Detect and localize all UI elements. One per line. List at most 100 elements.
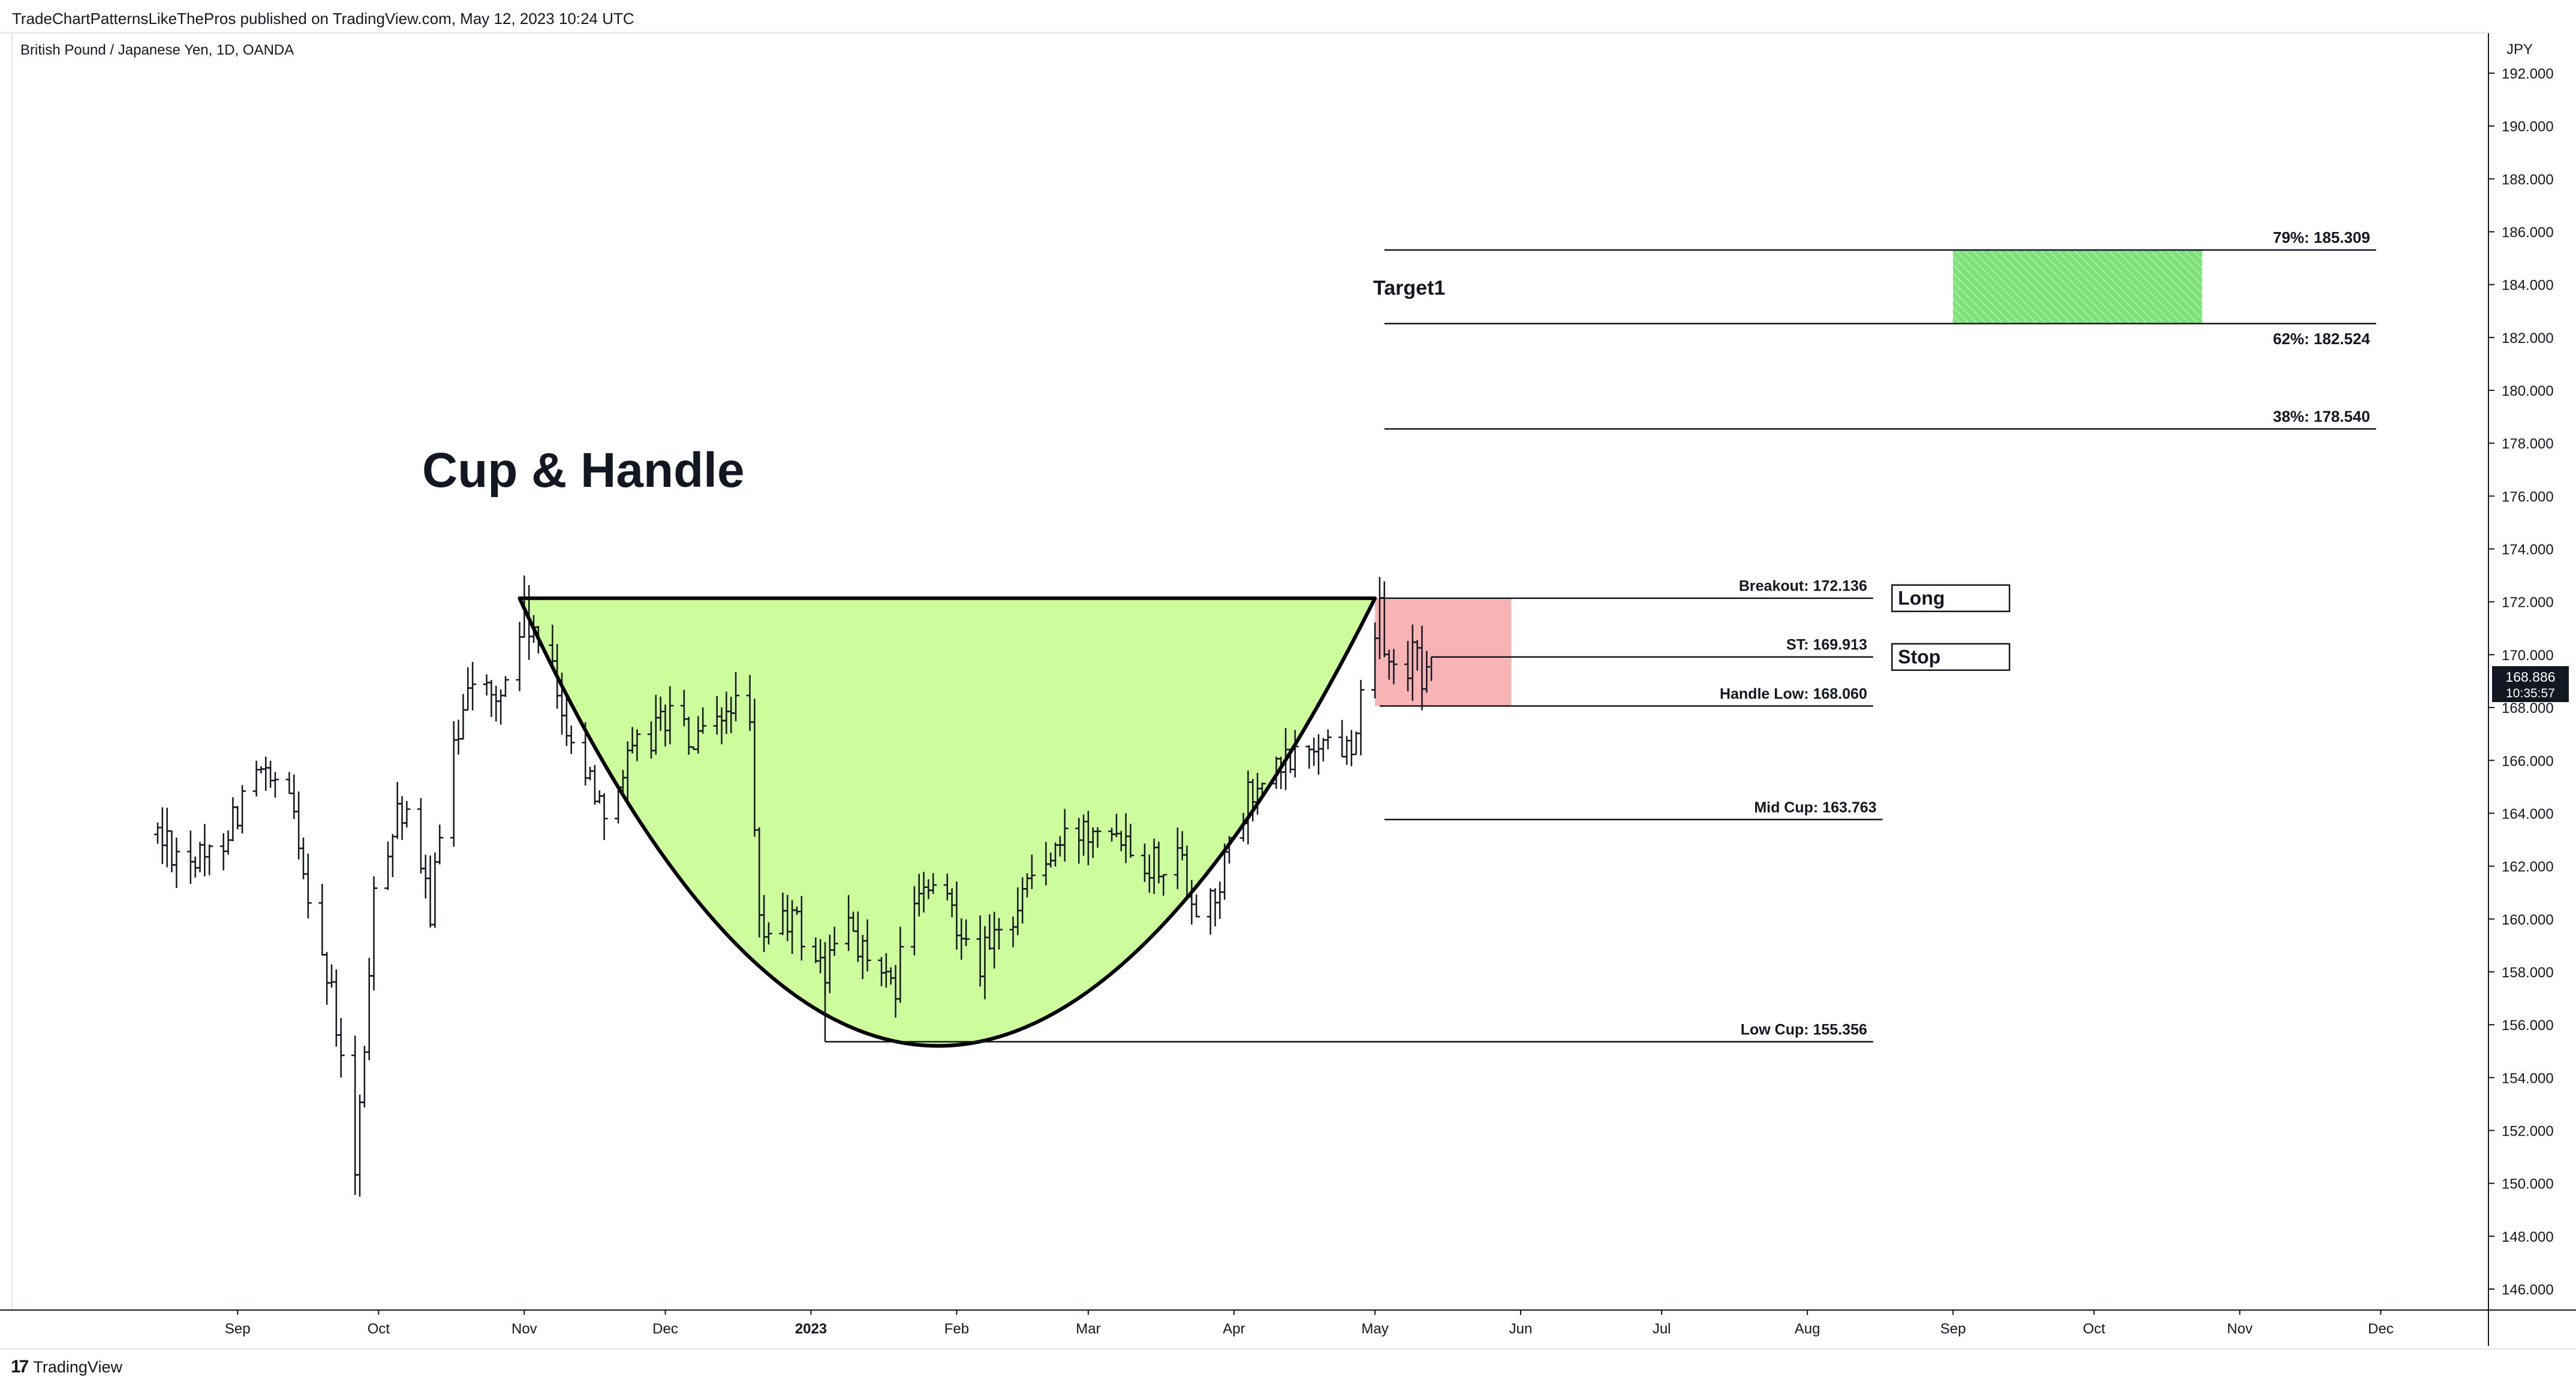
ohlc-bar (285, 772, 293, 794)
ohlc-bar (224, 830, 232, 855)
ohlc-bar (1314, 734, 1322, 775)
ohlc-bar (299, 837, 307, 880)
ohlc-bar (896, 926, 904, 1003)
y-tick-label: 156.000 (2502, 1017, 2554, 1034)
position-tag-label: Long (1898, 588, 1945, 609)
ohlc-bar (257, 766, 265, 774)
ohlc-bar (469, 661, 477, 710)
ohlc-bar (158, 807, 166, 865)
ohlc-bar (765, 922, 772, 945)
level-label: 79%: 185.309 (2273, 228, 2370, 246)
position-tag-label: Stop (1898, 646, 1940, 668)
ohlc-bar (403, 801, 411, 828)
ohlc-bar (516, 622, 523, 691)
ohlc-bar (431, 852, 439, 928)
y-tick-label: 184.000 (2502, 278, 2554, 294)
ohlc-bar (798, 896, 805, 961)
ohlc-bar (863, 919, 871, 972)
x-tick-label: Oct (368, 1321, 390, 1337)
ohlc-bar (1390, 649, 1398, 685)
ohlc-bar (206, 844, 213, 875)
level-label: Handle Low: 168.060 (1720, 685, 1867, 702)
y-tick-label: 180.000 (2502, 383, 2554, 399)
publish-info: TradeChartPatternsLikeThePros published … (12, 10, 634, 28)
ohlc-bar (417, 798, 425, 874)
ohlc-bar (1338, 719, 1346, 758)
ohlc-bar (591, 764, 598, 805)
ohlc-bar (1319, 737, 1327, 761)
ohlc-bar (1094, 827, 1102, 848)
ohlc-bar (252, 760, 260, 797)
ohlc-bar (1423, 651, 1431, 693)
ohlc-bar (995, 918, 1003, 950)
x-tick-label: Oct (2083, 1321, 2106, 1337)
y-tick-label: 146.000 (2502, 1282, 2554, 1298)
ohlc-bar (487, 680, 495, 717)
ohlc-bar (422, 854, 429, 899)
ohlc-bar (1160, 874, 1167, 896)
x-tick-label: Jun (1509, 1321, 1533, 1337)
y-tick-label: 154.000 (2502, 1070, 2554, 1086)
ohlc-bar (1324, 729, 1332, 749)
x-tick-label: Nov (2227, 1321, 2253, 1337)
ohlc-bar (337, 1017, 345, 1078)
ohlc-bar (370, 876, 378, 990)
stop-zone (1375, 598, 1512, 706)
target-zone (1953, 249, 2202, 324)
chart-title: Cup & Handle (422, 443, 745, 498)
y-tick-label: 160.000 (2502, 912, 2554, 928)
ohlc-bar (239, 785, 246, 834)
y-tick-label: 162.000 (2502, 859, 2554, 875)
level-label: 62%: 182.524 (2273, 330, 2370, 348)
tradingview-logo[interactable]: 17 TradingView (11, 1356, 122, 1378)
position-tag-long: Long (1891, 584, 2011, 612)
ohlc-bar (666, 686, 674, 745)
ohlc-bar (173, 838, 180, 889)
ohlc-bar (304, 853, 312, 919)
x-tick-label: May (1361, 1321, 1388, 1337)
levels-layer: Breakout: 172.136 ST: 169.913 Handle Low: … (519, 228, 2376, 1043)
y-tick-label: 172.000 (2502, 595, 2554, 611)
ohlc-bar (962, 919, 970, 947)
ohlc-bar (267, 760, 275, 788)
x-tick-label: Nov (511, 1321, 537, 1337)
ohlc-bar (154, 822, 161, 844)
countdown-value: 10:35:57 (2506, 687, 2555, 700)
x-tick-label: Sep (225, 1321, 251, 1337)
ohlc-bar (595, 790, 603, 804)
ohlc-bar (600, 793, 608, 841)
ohlc-bar (351, 1035, 359, 1195)
ohlc-bar (586, 767, 594, 781)
cup-curve (517, 597, 1377, 1048)
y-tick-label: 190.000 (2502, 119, 2554, 135)
ohlc-bar (229, 797, 237, 842)
y-tick-label: 174.000 (2502, 542, 2554, 558)
ohlc-bar (483, 674, 490, 696)
ohlc-bar (1061, 809, 1069, 862)
ohlc-bar (201, 824, 209, 877)
level-label: Low Cup: 155.356 (1741, 1022, 1867, 1038)
ohlc-bar (1352, 731, 1360, 755)
ohlc-bar (492, 685, 500, 722)
y-tick-label: 186.000 (2502, 225, 2554, 241)
ohlc-bar (567, 725, 575, 754)
x-tick-label: Dec (2368, 1321, 2394, 1337)
axes-layer: JPY 146.000 148.000 150.000 152.000 154.000 15… (0, 32, 2576, 1350)
ohlc-bar (633, 729, 641, 761)
ohlc-bar (1206, 888, 1214, 935)
x-tick-label: Aug (1795, 1321, 1820, 1337)
ohlc-bar (389, 834, 396, 877)
ohlc-bar (168, 830, 176, 872)
ohlc-bar (1028, 854, 1036, 889)
x-tick-label: Mar (1076, 1321, 1100, 1337)
ohlc-bar (365, 958, 373, 1061)
tradingview-logo-icon: 17 (11, 1357, 29, 1377)
ohlc-bar (398, 796, 406, 840)
ohlc-bar (502, 676, 509, 697)
ohlc-bar (830, 926, 838, 956)
x-tick-label: Sep (1940, 1321, 1966, 1337)
y-tick-label: 152.000 (2502, 1123, 2554, 1139)
symbol-title[interactable]: British Pound / Japanese Yen, 1D, OANDA (20, 42, 294, 58)
